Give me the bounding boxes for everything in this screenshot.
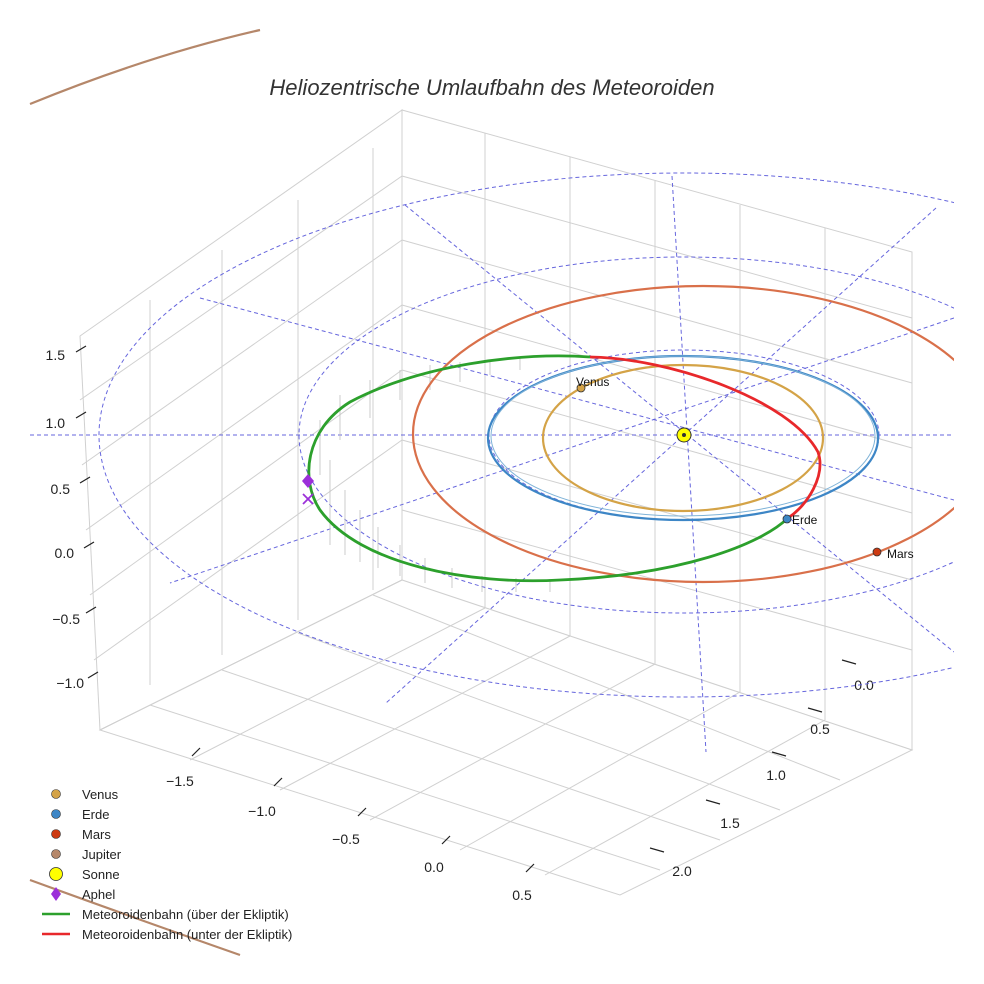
y-tick-label: 0.5 <box>810 721 830 737</box>
meteoroid-orbit-above <box>307 354 789 583</box>
z-tick-label: 1.5 <box>46 347 66 363</box>
legend-sun-label: Sonne <box>82 867 120 882</box>
ecliptic-ray <box>671 175 707 753</box>
legend-jupiter-marker <box>51 849 61 859</box>
z-tick-label: −1.0 <box>56 675 84 691</box>
legend-venus-label: Venus <box>82 787 119 802</box>
legend-mars-label: Mars <box>82 827 111 842</box>
x-tick-label: −1.5 <box>166 773 194 789</box>
x-tick-label: 0.5 <box>512 887 532 903</box>
mars-marker <box>872 547 882 557</box>
ecliptic-circle-outer <box>98 172 954 698</box>
y-tick-label: 0.0 <box>854 677 874 693</box>
legend-above-label: Meteoroidenbahn (über der Ekliptik) <box>82 907 289 922</box>
x-tick-label: 0.0 <box>424 859 444 875</box>
aphelion-projection-marker <box>302 493 314 505</box>
planet-orbits <box>411 284 954 584</box>
legend-jupiter-label: Jupiter <box>82 847 122 862</box>
earth-marker <box>782 514 792 524</box>
y-tick-label: 2.0 <box>672 863 692 879</box>
legend-aphelion-marker <box>51 887 61 901</box>
meteoroid-drop-lines <box>319 358 551 592</box>
ecliptic-ray <box>169 317 954 584</box>
chart-title: Heliozentrische Umlaufbahn des Meteoroid… <box>269 75 714 100</box>
ecliptic-ray <box>385 207 937 704</box>
z-tick-label: 0.5 <box>51 481 71 497</box>
legend-aphelion-label: Aphel <box>82 887 115 902</box>
legend-mars-marker <box>51 829 61 839</box>
y-tick-label: 1.5 <box>720 815 740 831</box>
mars-label: Mars <box>887 547 914 561</box>
earth-orbit-shadow <box>490 355 876 517</box>
z-tick-label: 0.0 <box>55 545 75 561</box>
venus-orbit <box>541 363 825 513</box>
legend-venus-marker <box>51 789 61 799</box>
axis-ticks <box>75 345 857 873</box>
legend-earth-label: Erde <box>82 807 109 822</box>
z-tick-label: 1.0 <box>46 415 66 431</box>
z-tick-label: −0.5 <box>52 611 80 627</box>
legend: Venus Erde Mars Jupiter Sonne Aphel Mete… <box>42 787 292 942</box>
sun-marker <box>676 427 692 443</box>
y-tick-labels: 0.0 0.5 1.0 1.5 2.0 <box>672 677 874 879</box>
legend-below-label: Meteoroidenbahn (unter der Ekliptik) <box>82 927 292 942</box>
venus-label: Venus <box>576 375 609 389</box>
y-tick-label: 1.0 <box>766 767 786 783</box>
x-tick-labels: −1.5 −1.0 −0.5 0.0 0.5 <box>166 773 532 903</box>
meteoroid-orbit <box>307 354 822 583</box>
ecliptic-ray <box>404 204 954 653</box>
pane-grid <box>79 109 914 896</box>
jupiter-orbit-arc-top <box>29 28 261 106</box>
ecliptic-circle-middle <box>298 256 954 614</box>
aphelion-marker <box>302 474 314 488</box>
venus-marker <box>576 383 586 393</box>
earth-label: Erde <box>792 513 818 527</box>
legend-earth-marker <box>51 809 61 819</box>
legend-sun-marker <box>49 867 63 881</box>
z-tick-labels: 1.5 1.0 0.5 0.0 −0.5 −1.0 <box>46 347 85 691</box>
mars-orbit <box>411 284 954 584</box>
x-tick-label: −1.0 <box>248 803 276 819</box>
meteoroid-orbit-below <box>589 355 822 520</box>
x-tick-label: −0.5 <box>332 831 360 847</box>
